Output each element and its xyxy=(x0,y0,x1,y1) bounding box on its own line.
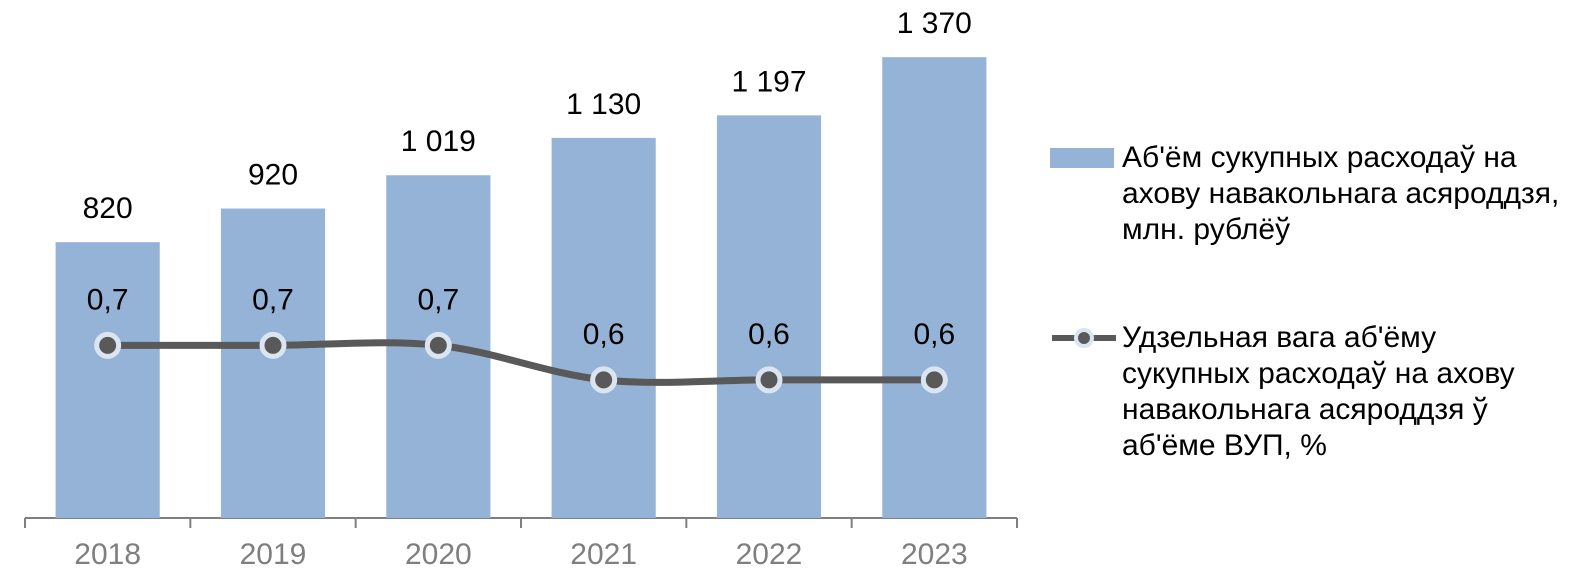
line xyxy=(107,339,935,386)
line-marker xyxy=(424,331,452,359)
bar-value-label: 920 xyxy=(248,158,298,191)
x-tick-label: 2018 xyxy=(74,538,141,571)
bar-value-label: 820 xyxy=(83,192,133,225)
x-tick-label: 2019 xyxy=(240,538,307,571)
line-value-label: 0,7 xyxy=(87,283,129,316)
line-value-label: 0,6 xyxy=(583,318,625,351)
line-marker xyxy=(259,331,287,359)
bar xyxy=(716,115,822,518)
line-value-label: 0,6 xyxy=(748,318,790,351)
legend-label: Удзельная вага аб'ёму сукупных расходаў … xyxy=(1122,321,1515,462)
line-value-label: 0,7 xyxy=(417,283,459,316)
line-value-label: 0,6 xyxy=(913,318,955,351)
line-value-label: 0,7 xyxy=(252,283,294,316)
bar xyxy=(551,137,656,518)
x-tick-label: 2021 xyxy=(570,538,637,571)
legend-swatch xyxy=(1052,328,1116,348)
legend-item: Аб'ём сукупных расходаў на ахову навакол… xyxy=(1050,140,1560,248)
x-tick-label: 2020 xyxy=(405,538,472,571)
bar xyxy=(220,208,326,518)
bar xyxy=(55,242,160,518)
line-marker xyxy=(755,366,783,394)
line-marker xyxy=(590,366,618,394)
bar-value-label: 1 197 xyxy=(731,65,806,98)
bar-value-label: 1 019 xyxy=(401,125,476,158)
line-marker xyxy=(920,366,948,394)
legend-swatch xyxy=(1050,148,1114,168)
x-tick-label: 2023 xyxy=(901,538,968,571)
legend-label: Аб'ём сукупных расходаў на ахову навакол… xyxy=(1122,141,1560,246)
x-tick-label: 2022 xyxy=(736,538,803,571)
bar xyxy=(882,57,987,518)
legend-item: Удзельная вага аб'ёму сукупных расходаў … xyxy=(1050,320,1560,464)
bar-value-label: 1 370 xyxy=(897,7,972,40)
line-marker xyxy=(94,331,122,359)
plot: 2018 2019 2020 2021 2022 2023 820 920 1 019 1 130… xyxy=(24,7,1018,571)
bar-value-label: 1 130 xyxy=(566,88,641,121)
